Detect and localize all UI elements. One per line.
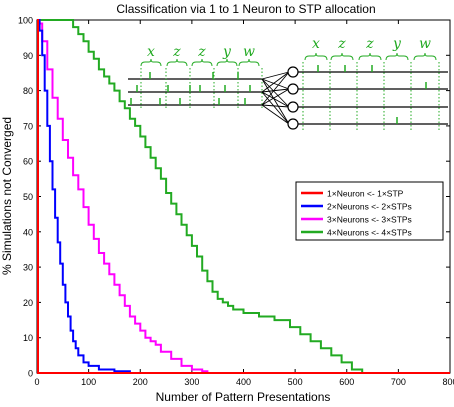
y-tick-label: 30: [23, 263, 33, 273]
inset-connection: [261, 78, 290, 90]
inset-brace: [140, 58, 162, 67]
y-tick-label: 0: [28, 369, 33, 379]
x-tick-label: 300: [184, 377, 199, 387]
inset-connection: [261, 71, 290, 80]
inset-pattern-label: x: [312, 36, 320, 52]
inset-brace: [358, 52, 382, 61]
legend: 1×Neuron <- 1×STP 2×Neurons <- 2×STPs 3×Ne…: [295, 181, 444, 241]
series-line: [37, 19, 450, 374]
inset-brace: [385, 52, 409, 61]
inset-connection: [261, 91, 290, 125]
legend-label: 3×Neurons <- 3×STPs: [327, 215, 412, 225]
inset-brace: [216, 58, 238, 67]
inset-brace: [191, 58, 213, 67]
legend-items: 1×Neuron <- 1×STP 2×Neurons <- 2×STPs 3×Ne…: [301, 189, 412, 238]
inset-connection: [261, 104, 290, 125]
inset-connection: [261, 78, 290, 108]
inset-neuron: [287, 101, 299, 113]
inset-pattern-label: w: [419, 36, 431, 52]
inset-brace: [413, 52, 437, 61]
inset-pattern-label: w: [243, 44, 255, 60]
inset-brace: [330, 52, 354, 61]
legend-label: 2×Neurons <- 2×STPs: [327, 202, 412, 212]
y-axis-label: % Simulations not Converged: [0, 117, 14, 275]
y-axis: 0 10 20 30 40 50 60 70 80 90 100: [18, 16, 450, 379]
inset-brace: [238, 58, 260, 67]
x-tick-label: 0: [34, 377, 39, 387]
inset-connection: [261, 78, 290, 125]
inset-connection: [261, 71, 290, 93]
inset-pattern-label: y: [222, 44, 232, 60]
inset-neuron: [287, 83, 299, 95]
x-tick-label: 800: [442, 377, 454, 387]
y-tick-label: 90: [23, 51, 33, 61]
y-tick-label: 80: [23, 86, 33, 96]
inset-pattern-label: x: [147, 44, 155, 60]
inset-pattern-label: y: [392, 36, 402, 52]
x-tick-label: 700: [391, 377, 406, 387]
inset-pattern-label: z: [172, 44, 181, 60]
inset-pattern-label: z: [197, 44, 206, 60]
legend-box: [295, 181, 444, 241]
inset-brace: [304, 52, 328, 61]
series-line: [37, 19, 450, 374]
series-line: [37, 19, 450, 374]
legend-label: 1×Neuron <- 1×STP: [327, 189, 404, 199]
y-tick-label: 60: [23, 157, 33, 167]
inset-spike-trains: [128, 62, 448, 130]
inset-brace: [166, 58, 188, 67]
inset-pattern-label: z: [337, 36, 346, 52]
series-line: [37, 19, 450, 374]
inset-pattern-label: z: [365, 36, 374, 52]
y-tick-label: 50: [23, 192, 33, 202]
inset-connection: [261, 91, 290, 108]
y-tick-label: 70: [23, 121, 33, 131]
chart-title: Classification via 1 to 1 Neuron to STP …: [116, 2, 375, 16]
x-tick-label: 200: [133, 377, 148, 387]
series-layer: [37, 19, 450, 374]
x-tick-label: 100: [81, 377, 96, 387]
y-tick-label: 20: [23, 298, 33, 308]
inset-neuron: [287, 118, 299, 130]
inset-connection: [261, 104, 290, 108]
y-tick-label: 40: [23, 227, 33, 237]
x-tick-label: 400: [236, 377, 251, 387]
inset-connection: [261, 88, 290, 93]
y-tick-label: 10: [23, 333, 33, 343]
x-axis-label: Number of Pattern Presentations: [156, 390, 331, 404]
y-tick-label: 100: [18, 16, 33, 26]
x-tick-label: 500: [288, 377, 303, 387]
inset-connection: [261, 71, 290, 106]
inset-connection: [261, 88, 290, 106]
inset-neuron: [287, 66, 299, 78]
legend-label: 4×Neurons <- 4×STPs: [327, 228, 412, 238]
x-tick-label: 600: [339, 377, 354, 387]
